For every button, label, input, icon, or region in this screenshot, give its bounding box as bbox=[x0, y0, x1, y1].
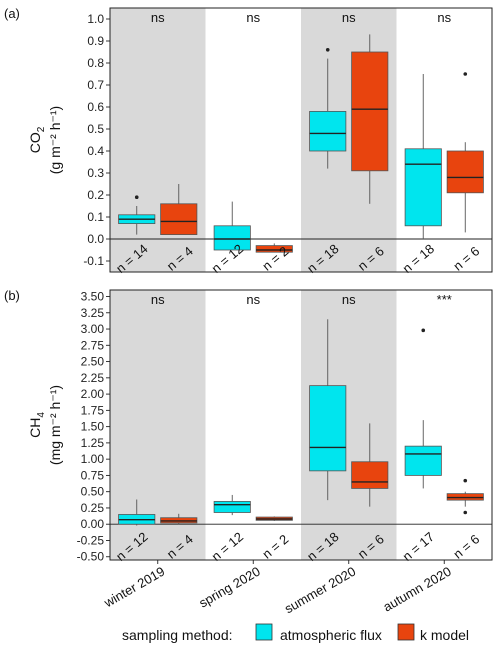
y-tick-label: 0.7 bbox=[87, 78, 104, 92]
box-summer-2020-k-model bbox=[351, 51, 389, 172]
x-tick-label-summer-2020: summer 2020 bbox=[282, 564, 358, 617]
y-axis-label-subscript: 2 bbox=[36, 126, 47, 132]
y-tick-label: 0.25 bbox=[81, 501, 105, 515]
y-tick-label: 3.25 bbox=[81, 306, 105, 320]
y-tick-label: 1.50 bbox=[81, 420, 105, 434]
significance-label-winter-2019: ns bbox=[151, 10, 165, 25]
n-label-autumn-2020-atmospheric-flux: n = 17 bbox=[400, 529, 438, 564]
x-tick-label-autumn-2020: autumn 2020 bbox=[381, 564, 454, 615]
n-label-spring-2020-k-model: n = 2 bbox=[259, 531, 291, 561]
box-autumn-2020-k-model bbox=[446, 150, 484, 194]
y-axis-label-subscript: 4 bbox=[36, 412, 47, 418]
y-tick-label: 0.0 bbox=[87, 232, 104, 246]
y-tick-label: 3.00 bbox=[81, 322, 105, 336]
legend-swatch-atmospheric-flux bbox=[255, 623, 273, 641]
legend: sampling method: atmospheric flux k mode… bbox=[122, 623, 469, 643]
y-tick-label: 0.3 bbox=[87, 166, 104, 180]
y-tick-label: -0.1 bbox=[83, 254, 104, 268]
box-autumn-2020-atmospheric-flux bbox=[404, 148, 442, 227]
outlier-autumn-2020-atmospheric-flux-0 bbox=[421, 328, 426, 333]
y-tick-label: -0.25 bbox=[77, 533, 105, 547]
y-axis-units: (g m⁻² h⁻¹) bbox=[47, 106, 63, 174]
x-tick-label-winter-2019: winter 2019 bbox=[101, 564, 168, 611]
x-axis-category-labels: winter 2019 spring 2020 summer 2020 autumn … bbox=[101, 560, 454, 616]
legend-title: sampling method: bbox=[122, 627, 233, 643]
box-spring-2020-atmospheric-flux bbox=[213, 501, 251, 513]
y-tick-label: 1.75 bbox=[81, 403, 105, 417]
y-tick-label: 0.6 bbox=[87, 100, 104, 114]
outlier-autumn-2020-k-model-0 bbox=[463, 72, 468, 76]
legend-label-k-model: k model bbox=[420, 627, 469, 643]
legend-swatch-k-model bbox=[397, 623, 415, 641]
y-tick-label: 2.00 bbox=[81, 387, 105, 401]
box-autumn-2020-atmospheric-flux bbox=[404, 445, 442, 476]
box-spring-2020-atmospheric-flux bbox=[213, 225, 251, 251]
y-tick-label: 0.4 bbox=[87, 144, 104, 158]
x-tick-label-spring-2020: spring 2020 bbox=[196, 564, 262, 611]
y-axis-label-main: CO bbox=[27, 132, 43, 153]
n-label-autumn-2020-k-model: n = 6 bbox=[450, 243, 482, 273]
panel-label: (b) bbox=[4, 288, 20, 303]
box-summer-2020-atmospheric-flux bbox=[309, 385, 347, 472]
plot-frame bbox=[109, 7, 493, 273]
y-tick-label: 2.75 bbox=[81, 338, 105, 352]
y-axis-label: CH4 bbox=[27, 412, 47, 438]
box-spring-2020-k-model bbox=[255, 245, 293, 253]
plot-frame bbox=[109, 289, 493, 561]
panel-label: (a) bbox=[4, 6, 20, 21]
significance-label-autumn-2020: *** bbox=[437, 292, 452, 307]
significance-label-autumn-2020: ns bbox=[437, 10, 451, 25]
significance-label-spring-2020: ns bbox=[246, 292, 260, 307]
significance-label-summer-2020: ns bbox=[342, 292, 356, 307]
y-tick-label: 0.00 bbox=[81, 517, 105, 531]
y-tick-label: -0.50 bbox=[77, 550, 105, 564]
n-label-autumn-2020-atmospheric-flux: n = 18 bbox=[400, 241, 438, 276]
n-label-spring-2020-atmospheric-flux: n = 12 bbox=[209, 529, 247, 564]
y-tick-label: 0.5 bbox=[87, 122, 104, 136]
significance-label-winter-2019: ns bbox=[151, 292, 165, 307]
y-tick-label: 0.75 bbox=[81, 468, 105, 482]
outlier-winter-2019-atmospheric-flux-0 bbox=[134, 195, 139, 199]
legend-label-atmospheric-flux: atmospheric flux bbox=[280, 627, 382, 643]
y-tick-label: 1.0 bbox=[87, 12, 104, 26]
outlier-autumn-2020-k-model-1 bbox=[463, 478, 468, 483]
box-summer-2020-k-model bbox=[351, 461, 389, 489]
y-tick-label: 0.1 bbox=[87, 210, 104, 224]
y-tick-label: 0.9 bbox=[87, 34, 104, 48]
y-tick-label: 3.50 bbox=[81, 290, 105, 304]
outlier-autumn-2020-k-model-0 bbox=[463, 510, 468, 515]
y-tick-label: 2.50 bbox=[81, 355, 105, 369]
box-winter-2019-k-model bbox=[160, 203, 198, 236]
y-tick-label: 0.8 bbox=[87, 56, 104, 70]
y-tick-label: 2.25 bbox=[81, 371, 105, 385]
n-label-autumn-2020-k-model: n = 6 bbox=[450, 531, 482, 561]
y-tick-label: 0.2 bbox=[87, 188, 104, 202]
outlier-summer-2020-atmospheric-flux-0 bbox=[325, 48, 330, 52]
y-tick-label: 1.00 bbox=[81, 452, 105, 466]
box-summer-2020-atmospheric-flux bbox=[309, 111, 347, 152]
y-tick-label: 1.25 bbox=[81, 436, 105, 450]
y-axis-units: (mg m⁻² h⁻¹) bbox=[47, 385, 63, 465]
y-axis-label: CO2 bbox=[27, 126, 47, 153]
significance-label-summer-2020: ns bbox=[342, 10, 356, 25]
y-tick-label: 0.50 bbox=[81, 485, 105, 499]
significance-label-spring-2020: ns bbox=[246, 10, 260, 25]
y-axis-label-main: CH bbox=[27, 418, 43, 438]
